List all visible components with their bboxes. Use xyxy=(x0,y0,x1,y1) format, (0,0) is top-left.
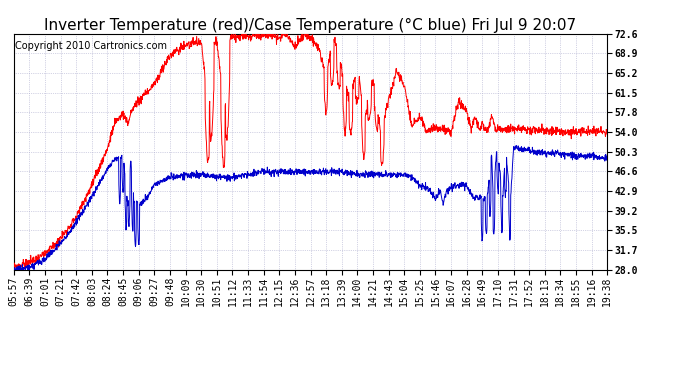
Text: Copyright 2010 Cartronics.com: Copyright 2010 Cartronics.com xyxy=(15,41,167,51)
Title: Inverter Temperature (red)/Case Temperature (°C blue) Fri Jul 9 20:07: Inverter Temperature (red)/Case Temperat… xyxy=(44,18,577,33)
